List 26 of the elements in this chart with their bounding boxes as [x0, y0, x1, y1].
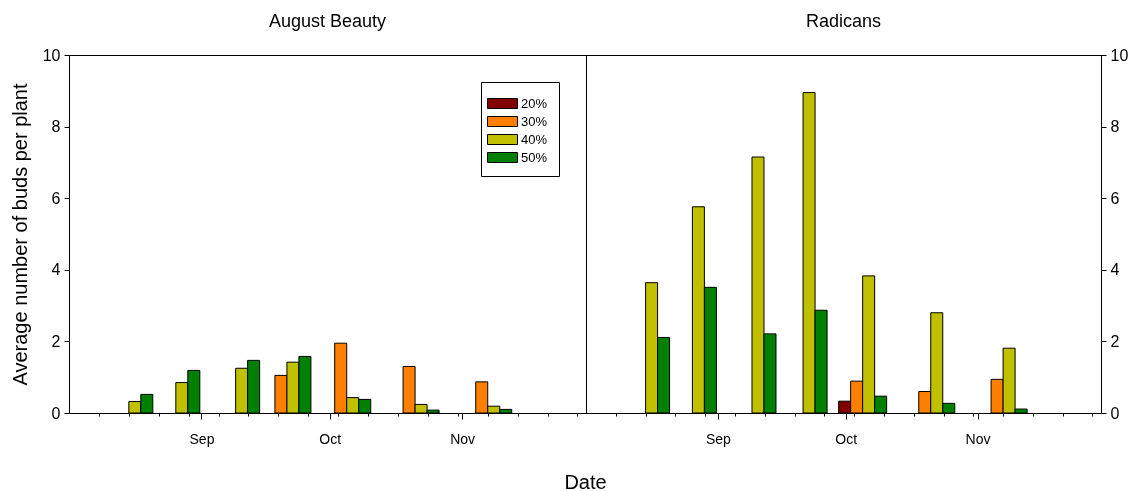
y-tick-label: 4	[1110, 261, 1120, 279]
x-axis-title: Date	[564, 470, 607, 491]
legend-label: 40%	[521, 131, 548, 147]
x-tick-label: Nov	[965, 430, 991, 447]
x-tick-label: Sep	[705, 430, 732, 447]
y-tick-label: 2	[51, 332, 61, 350]
x-tick-label: Oct	[835, 430, 858, 447]
legend-label: 30%	[521, 113, 548, 129]
y-tick-label: 8	[51, 118, 61, 136]
y-tick-label: 0	[1110, 404, 1120, 422]
legend-label: 50%	[521, 149, 548, 165]
x-tick-label: Sep	[189, 430, 215, 447]
chart-title: August Beauty	[268, 11, 387, 31]
y-tick-label: 6	[51, 189, 61, 207]
x-tick-label: Oct	[319, 430, 342, 447]
legend-label: 20%	[521, 95, 548, 111]
y-axis-title: Average number of buds per plant	[8, 83, 31, 386]
x-tick-label: Nov	[450, 430, 476, 447]
y-tick-label: 2	[1110, 332, 1120, 350]
y-tick-label: 10	[1110, 46, 1129, 64]
y-tick-label: 0	[51, 404, 61, 422]
y-tick-label: 6	[1110, 189, 1120, 207]
y-tick-label: 4	[51, 261, 61, 279]
y-tick-label: 8	[1110, 118, 1120, 136]
y-tick-label: 10	[42, 46, 61, 64]
chart-title: Radicans	[805, 11, 882, 31]
